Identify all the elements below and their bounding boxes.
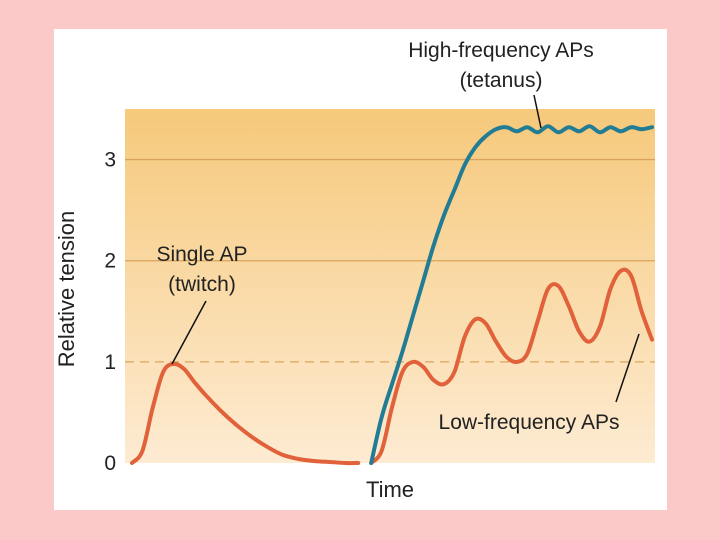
low-frequency-label: Low-frequency APs [439, 411, 620, 434]
tension-chart: 0 1 2 3 Relative tension Time High-frequenc… [54, 39, 655, 502]
y-axis-label: Relative tension [54, 211, 79, 368]
y-tick-label-3: 3 [104, 149, 116, 172]
tetanus-label-line1: High-frequency APs [408, 39, 594, 62]
twitch-label-line1: Single AP [156, 243, 247, 266]
series-low-frequency-curve [369, 267, 654, 465]
y-tick-label-2: 2 [104, 250, 116, 273]
series-tetanus-curve [369, 124, 654, 465]
twitch-leader-line [171, 300, 207, 365]
x-axis-label: Time [366, 477, 414, 502]
tetanus-leader-line [533, 94, 542, 129]
twitch-label-line2: (twitch) [168, 273, 236, 296]
y-tick-label-1: 1 [104, 351, 116, 374]
y-tick-label-0: 0 [104, 452, 116, 475]
low-frequency-leader-line [615, 333, 640, 403]
tetanus-label-line2: (tetanus) [460, 69, 543, 92]
series-twitch-curve [130, 361, 361, 466]
chart-card: 0 1 2 3 Relative tension Time High-frequenc… [54, 29, 667, 510]
